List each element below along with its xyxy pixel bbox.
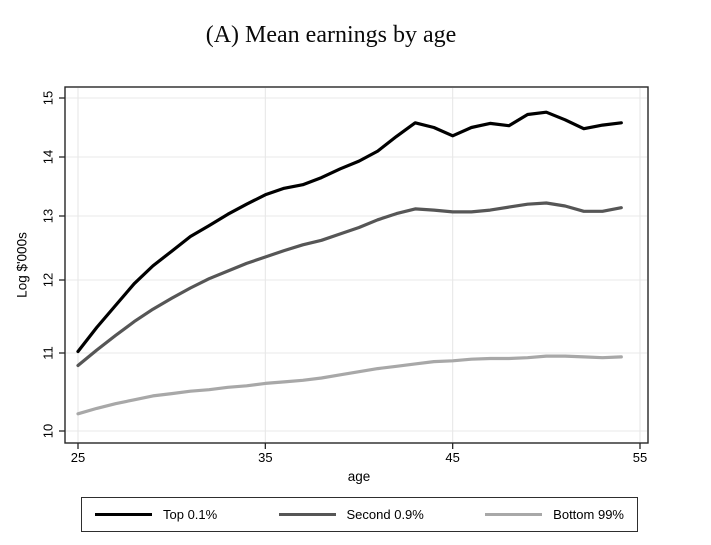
y-axis-title: Log $'000s	[15, 232, 30, 298]
plot-border	[64, 86, 649, 444]
legend-item: Second 0.9%	[278, 507, 424, 522]
plot-area: 25 35 45 55 10 11 12 13 14 15 age Log $'000s	[15, 86, 649, 484]
y-tick-label: 15	[41, 91, 56, 105]
y-tick-label: 13	[41, 209, 56, 223]
y-tick-label: 10	[41, 424, 56, 438]
legend-item: Bottom 99%	[485, 507, 624, 522]
x-tick-label: 45	[445, 450, 459, 465]
legend-line-swatch	[278, 512, 336, 517]
legend-label: Bottom 99%	[553, 507, 624, 522]
series-line-bottom-99	[76, 354, 623, 416]
legend-label: Second 0.9%	[346, 507, 424, 522]
series-line-top-0-1	[76, 110, 623, 354]
x-tick-label: 35	[258, 450, 272, 465]
series-line-second-0-9	[76, 201, 623, 368]
x-tick-label: 25	[71, 450, 85, 465]
x-tick-label: 55	[633, 450, 647, 465]
legend: Top 0.1% Second 0.9% Bottom 99%	[81, 497, 638, 532]
legend-line-swatch	[95, 512, 152, 517]
legend-line-swatch	[485, 512, 543, 517]
x-axis-title: age	[348, 469, 371, 484]
y-tick-label: 12	[41, 273, 56, 287]
chart-title: (A) Mean earnings by age	[205, 22, 457, 48]
y-tick-label: 14	[41, 150, 56, 164]
legend-item: Top 0.1%	[95, 507, 217, 522]
legend-label: Top 0.1%	[163, 507, 218, 522]
y-tick-label: 11	[41, 346, 56, 360]
